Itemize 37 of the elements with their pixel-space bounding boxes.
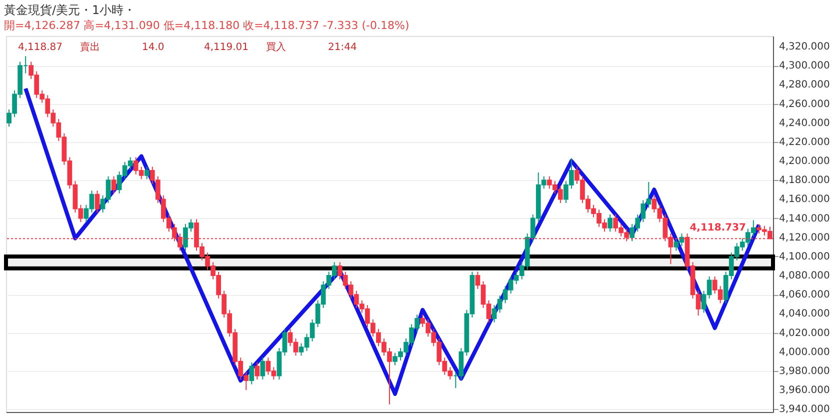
candlestick [260, 357, 266, 380]
annotation: 買入 [266, 41, 286, 53]
annotation: 賣出 [80, 41, 100, 53]
ref-line-label: 4,118.737 [690, 222, 746, 234]
y-tick-label: 4,260.000 [779, 98, 830, 110]
annotation: 21:44 [328, 42, 357, 53]
y-tick-label: 4,060.000 [779, 290, 830, 301]
y-tick-label: 4,300.000 [779, 60, 830, 72]
y-tick-label: 4,220.000 [779, 136, 830, 148]
y-tick-label: 3,960.000 [779, 385, 830, 396]
y-tick-label: 3,980.000 [779, 366, 830, 377]
y-tick-label: 4,280.000 [779, 80, 830, 91]
candlestick [111, 176, 116, 194]
y-tick-label: 4,100.000 [779, 251, 830, 262]
y-tick-label: 4,160.000 [779, 194, 830, 206]
y-tick-label: 3,940.000 [779, 404, 830, 416]
y-tick-label: 4,200.000 [779, 156, 830, 168]
annotation: 4,119.01 [204, 42, 249, 53]
y-tick-label: 4,040.000 [779, 308, 830, 320]
candlestick [144, 166, 150, 180]
y-tick-label: 4,140.000 [779, 213, 830, 224]
chart-title: 黃金現貨/美元・1小時・ [4, 3, 136, 17]
candlestick [94, 190, 100, 214]
y-tick-label: 4,180.000 [779, 175, 830, 186]
y-tick-label: 4,120.000 [779, 232, 830, 244]
y-tick-label: 4,000.000 [779, 346, 830, 358]
line-series [24, 86, 761, 396]
candlestick [608, 214, 612, 232]
y-tick-label: 4,240.000 [779, 118, 830, 129]
y-tick-label: 4,080.000 [779, 270, 830, 282]
candlestick [254, 362, 260, 380]
annotation: 14.0 [142, 42, 164, 53]
y-tick-label: 4,020.000 [779, 328, 830, 339]
annotation: 4,118.87 [18, 42, 63, 53]
candlestick [249, 362, 254, 385]
y-tick-label: 4,320.000 [779, 41, 830, 52]
chart-subtitle: 開=4,126.287 高=4,131.090 低=4,118.180 收=4,118.737 -7.333 (-0.18%) [4, 19, 410, 32]
